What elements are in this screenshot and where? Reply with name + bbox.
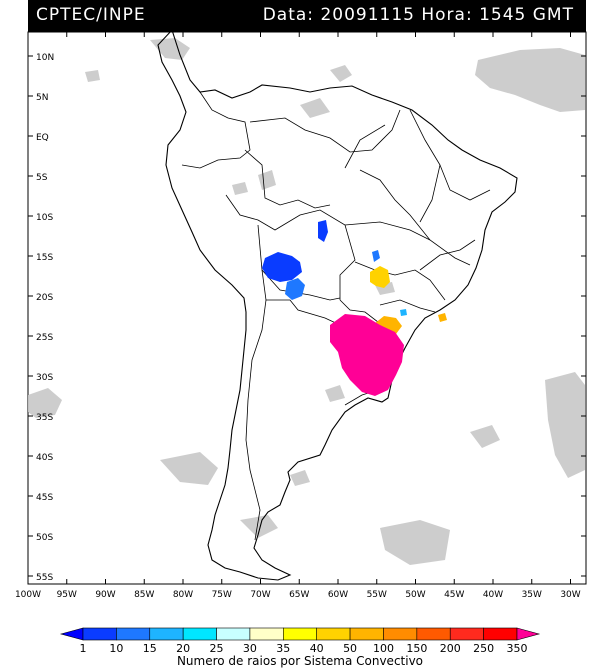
colorbar-segment bbox=[483, 627, 518, 641]
lat-label: 20S bbox=[36, 293, 53, 303]
colorbar-arrow-left bbox=[59, 627, 84, 641]
colorbar-ticks: 1 10 15 20 25 30 35 40 50 100 150 200 250 350 bbox=[80, 642, 528, 654]
lon-label: 40W bbox=[483, 590, 503, 600]
colorbar-tick-label: 25 bbox=[210, 642, 224, 654]
storm-blue-goias bbox=[372, 250, 380, 262]
lat-label: 35S bbox=[36, 413, 53, 423]
colorbar-segment bbox=[349, 627, 384, 641]
colorbar-tick-label: 100 bbox=[373, 642, 394, 654]
lat-label: EQ bbox=[36, 133, 49, 143]
colorbar-tick-label: 35 bbox=[276, 642, 290, 654]
colorbar-segments bbox=[59, 627, 541, 641]
south-america-coastline bbox=[157, 28, 518, 581]
map-frame bbox=[27, 31, 587, 585]
lat-label: 5N bbox=[36, 93, 48, 103]
storm-cyan-sp bbox=[400, 309, 407, 316]
colorbar-segment bbox=[416, 627, 451, 641]
storm-blue-bolivia-south bbox=[285, 278, 305, 300]
colorbar-tick-label: 250 bbox=[473, 642, 494, 654]
lon-label: 30W bbox=[560, 590, 580, 600]
colorbar-tick-label: 150 bbox=[406, 642, 427, 654]
colorbar-tick-label: 30 bbox=[243, 642, 257, 654]
lon-label: 55W bbox=[367, 590, 387, 600]
colorbar-tick-label: 50 bbox=[343, 642, 357, 654]
lon-label: 95W bbox=[57, 590, 77, 600]
lon-label: 45W bbox=[444, 590, 464, 600]
colorbar-segment bbox=[383, 627, 418, 641]
lat-label: 5S bbox=[36, 173, 48, 183]
colorbar-tick-label: 40 bbox=[310, 642, 324, 654]
colorbar-segment bbox=[149, 627, 184, 641]
lat-label: 25S bbox=[36, 333, 53, 343]
lon-label: 35W bbox=[522, 590, 542, 600]
lat-label: 45S bbox=[36, 493, 53, 503]
storm-yellow-ms bbox=[370, 266, 390, 288]
colorbar-tick-label: 10 bbox=[109, 642, 123, 654]
colorbar-tick-label: 350 bbox=[507, 642, 528, 654]
colorbar-segment bbox=[216, 627, 251, 641]
source-label: CPTEC/INPE bbox=[36, 5, 146, 25]
lon-label: 80W bbox=[173, 590, 193, 600]
lon-label: 70W bbox=[250, 590, 270, 600]
colorbar-segment bbox=[449, 627, 484, 641]
lon-label: 60W bbox=[328, 590, 348, 600]
lat-label: 10N bbox=[36, 53, 54, 63]
storm-blue-bolivia bbox=[262, 252, 302, 282]
colorbar-title: Numero de raios por Sistema Convectivo bbox=[176, 654, 424, 668]
lat-label: 15S bbox=[36, 253, 53, 263]
datetime-label: Data: 20091115 Hora: 1545 GMT bbox=[262, 5, 574, 25]
colorbar-segment bbox=[283, 627, 317, 641]
colorbar-segment bbox=[316, 627, 351, 641]
colorbar-tick-label: 20 bbox=[176, 642, 190, 654]
lat-label: 55S bbox=[36, 573, 53, 583]
longitude-axis: 100W 95W 90W 85W 80W 75W 70W 65W 60W 55W 50W 45W 40W… bbox=[15, 32, 581, 600]
lon-label: 85W bbox=[134, 590, 154, 600]
storm-magenta-main bbox=[330, 314, 404, 396]
lon-label: 75W bbox=[212, 590, 232, 600]
storm-orange-coast bbox=[438, 313, 447, 322]
colorbar-tick-label: 15 bbox=[143, 642, 157, 654]
lon-label: 90W bbox=[95, 590, 115, 600]
lon-label: 65W bbox=[289, 590, 309, 600]
lat-label: 40S bbox=[36, 453, 53, 463]
colorbar-tick-label: 1 bbox=[80, 642, 87, 654]
lon-label: 100W bbox=[15, 590, 41, 600]
map-header: CPTEC/INPE Data: 20091115 Hora: 1545 GMT bbox=[28, 0, 586, 32]
storm-cells bbox=[262, 220, 447, 396]
lat-label: 10S bbox=[36, 213, 53, 223]
colorbar: 1 10 15 20 25 30 35 40 50 100 150 200 250 350 bbox=[59, 627, 541, 654]
colorbar-segment bbox=[182, 627, 217, 641]
colorbar-tick-label: 200 bbox=[440, 642, 461, 654]
latitude-axis: 10N 5N EQ 5S 10S 15S 20S 25S 30S 35S 40S 45S 50S 55S bbox=[28, 53, 586, 583]
colorbar-arrow-right bbox=[516, 627, 541, 641]
lat-label: 50S bbox=[36, 533, 53, 543]
lat-label: 30S bbox=[36, 373, 53, 383]
colorbar-segment bbox=[82, 627, 117, 641]
colorbar-segment bbox=[116, 627, 151, 641]
storm-blue-mato-grosso bbox=[318, 220, 328, 242]
colorbar-segment bbox=[249, 627, 284, 641]
cloud-cover bbox=[28, 38, 585, 565]
lon-label: 50W bbox=[405, 590, 425, 600]
